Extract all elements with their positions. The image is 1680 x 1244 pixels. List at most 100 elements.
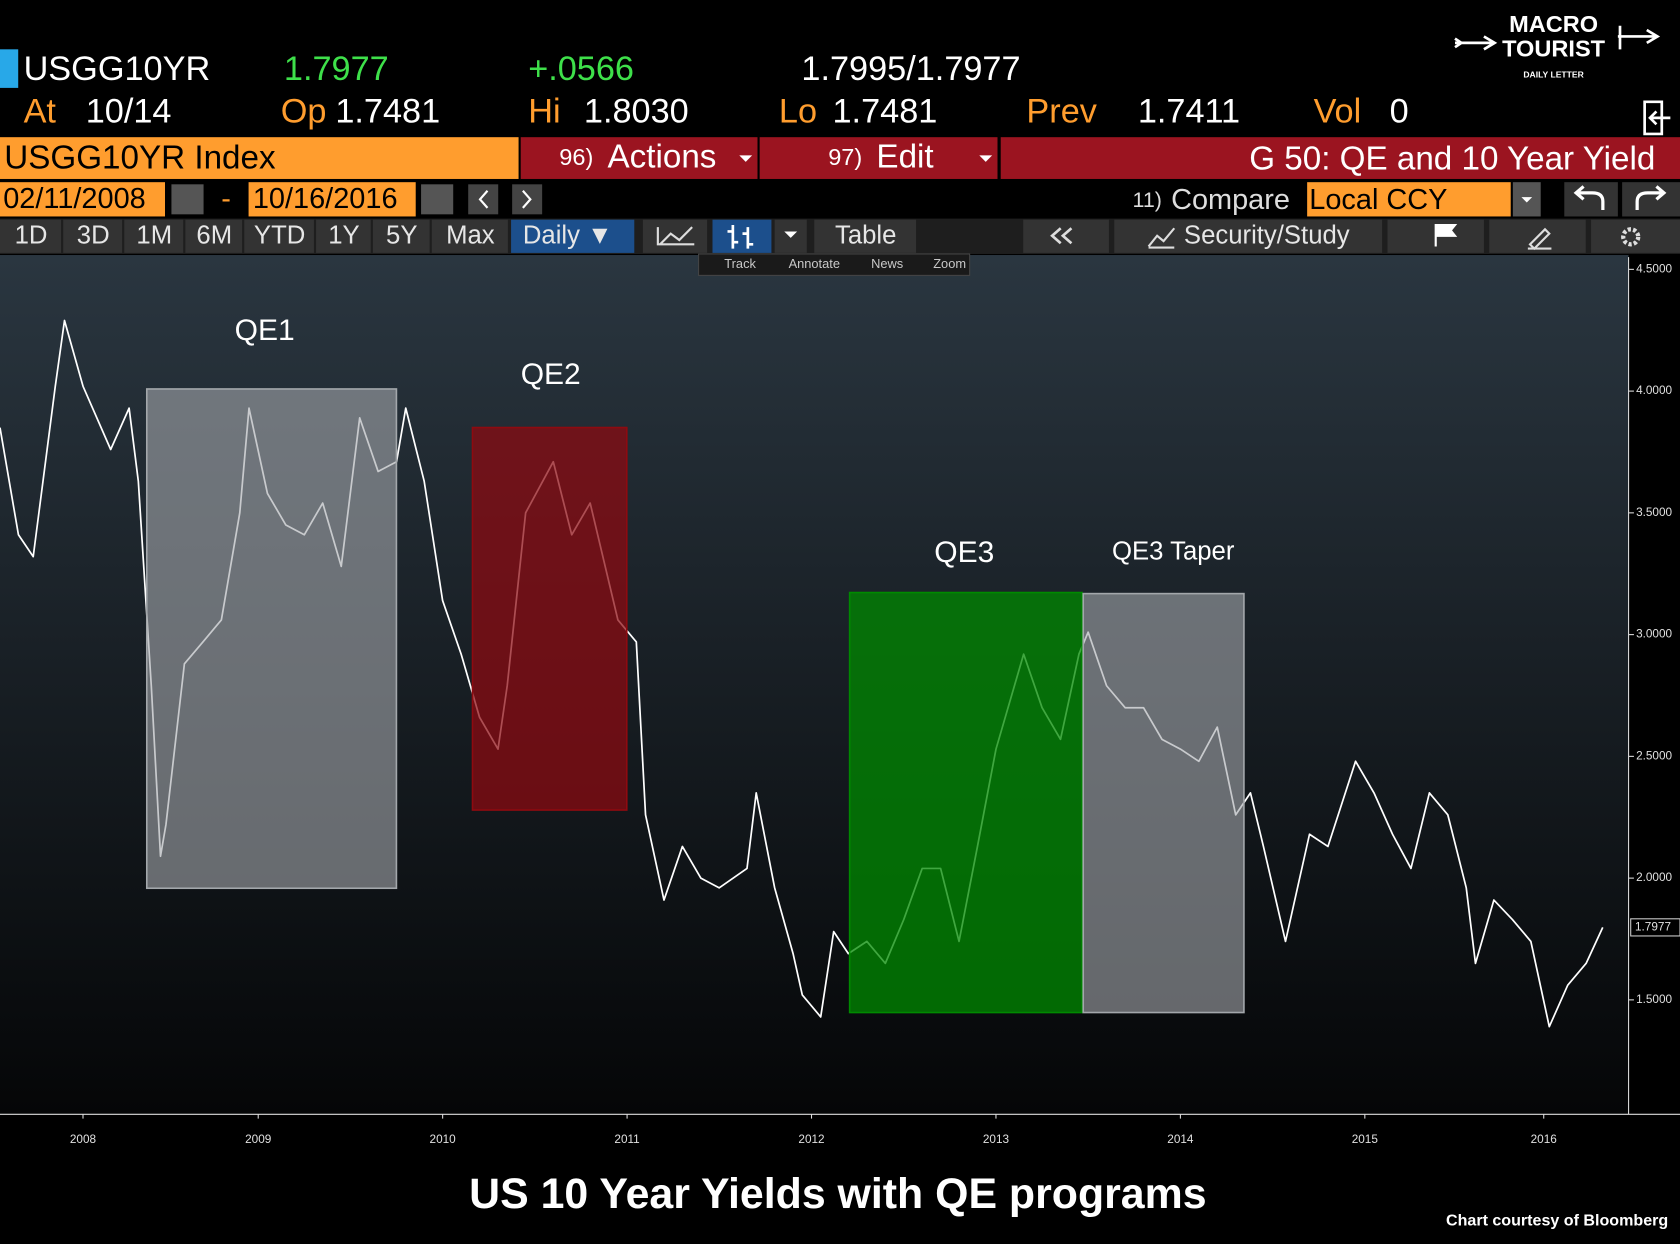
quote-fields: At 10/14 Op 1.7481 Hi 1.8030 Lo 1.7481 Prev 1.741… [24,93,1409,131]
annotation-label: QE3 [934,536,994,569]
period-button[interactable] [316,219,371,253]
y-tick-label: 4.0000 [1636,384,1672,397]
redo-button[interactable] [1622,182,1680,217]
period-button[interactable] [431,219,508,253]
view: Table [835,222,896,250]
date-start-box[interactable] [0,182,165,217]
dropdown-arrow [739,155,753,162]
quote-value: 1.7481 [335,93,440,131]
tool-label[interactable]: Track [724,256,756,271]
annotation-box [145,388,398,890]
tool-label[interactable]: News [871,256,903,271]
logo-arrows [1454,25,1661,51]
quote-label: Lo [779,93,817,131]
next-button[interactable] [512,184,543,215]
annotation-label: QE1 [235,314,295,347]
collapse-icon [1050,227,1073,245]
annotation-box [848,591,1083,1014]
prev-icon [478,190,489,209]
credit: Chart courtesy of Bloomberg [1446,1212,1668,1230]
period-label: YTD [254,222,305,250]
study-icon [1147,227,1176,249]
period-button[interactable] [185,219,243,253]
redo-icon [1635,185,1667,211]
annotation-label: QE2 [521,358,581,391]
quote-label: Op [281,93,327,131]
date-end-box[interactable] [248,182,416,217]
date-separator: - [221,183,231,215]
compare-num: 11) [1133,188,1162,212]
ticker-marker [0,49,19,88]
x-tick-label: 2016 [1531,1133,1558,1146]
annotation-label: QE3 Taper [1112,538,1235,566]
logo-text: MACRO [1509,11,1598,37]
frequency-button[interactable] [511,219,635,253]
quote-label: At [24,93,57,131]
quote-value: 1.7411 [1138,93,1240,131]
chart-tools-items: Track Annotate News Zoom [724,256,966,271]
security-box[interactable] [0,137,519,179]
quote-value: 10/14 [86,93,172,131]
y-tick-label: 2.0000 [1636,871,1672,884]
export-icon[interactable] [1643,100,1671,136]
period-button[interactable] [372,219,430,253]
period-label: 1M [136,222,172,250]
page-title: G 50: QE and 10 Year Yield [1249,141,1655,178]
actions-num: 96) [559,144,593,170]
x-tick-label: 2014 [1167,1133,1194,1146]
title-bar [1000,137,1680,179]
quote-value: 0 [1390,93,1409,131]
security: USGG10YR Index [4,139,276,176]
x-tick-label: 2015 [1352,1133,1379,1146]
tool-label[interactable]: Annotate [789,256,840,271]
quote-label: Hi [528,93,560,131]
calendar-button[interactable] [421,184,454,215]
compare-label[interactable]: Compare [1171,184,1290,216]
y-tick-label: 4.5000 [1636,262,1672,275]
chart-tools [698,253,971,276]
period-button[interactable] [124,219,184,253]
period-button[interactable] [63,219,123,253]
date-start: 02/11/2008 [3,183,146,215]
annotation-box [1082,592,1245,1014]
calendar-button[interactable] [171,184,204,215]
dropdown-arrow [1521,197,1533,203]
actions-button[interactable] [520,137,758,179]
period-button[interactable] [244,219,314,253]
frequency: Daily ▼ [523,222,613,250]
net-change: +.0566 [528,50,634,88]
tool-label[interactable]: Zoom [933,256,966,271]
bar-chart-button[interactable] [712,219,772,253]
logo: MACRO TOURIST DAILY LETTER [1454,11,1671,136]
quote-label: Prev [1026,93,1097,131]
chart: 1.5000 2.0000 2.5000 3.0000 3.5000 4.0000 4.50… [0,257,1680,1146]
x-tick-label: 2010 [430,1133,457,1146]
currency-box[interactable] [1307,182,1511,217]
dropdown-arrow [979,155,993,162]
y-tick-label: 3.0000 [1636,628,1672,641]
table-button[interactable] [814,219,917,253]
period-button[interactable] [0,219,62,253]
last-value-label: 1.7977 [1635,920,1671,933]
settings-button[interactable] [1591,219,1680,253]
x-tick-label: 2011 [614,1133,639,1146]
gear-icon [1621,227,1641,247]
collapse-button[interactable] [1023,219,1109,253]
period-label: 1Y [328,222,359,250]
y-axis-area [1628,255,1680,1115]
x-tick-label: 2013 [983,1133,1010,1146]
last-price: 1.7977 [284,50,389,88]
edit-button[interactable] [759,137,998,179]
prev-button[interactable] [468,184,499,215]
dropdown-arrow [784,231,798,238]
undo-button[interactable] [1564,182,1618,217]
y-tick-label: 1.5000 [1636,993,1672,1006]
period-label: Max [446,222,495,250]
annotation-box [471,426,628,811]
pencil-icon [1527,227,1552,251]
bar-icon [727,225,754,249]
bid-ask: 1.7995/1.7977 [801,50,1020,88]
x-tick-label: 2009 [245,1133,271,1146]
date-end: 10/16/2016 [253,183,398,215]
